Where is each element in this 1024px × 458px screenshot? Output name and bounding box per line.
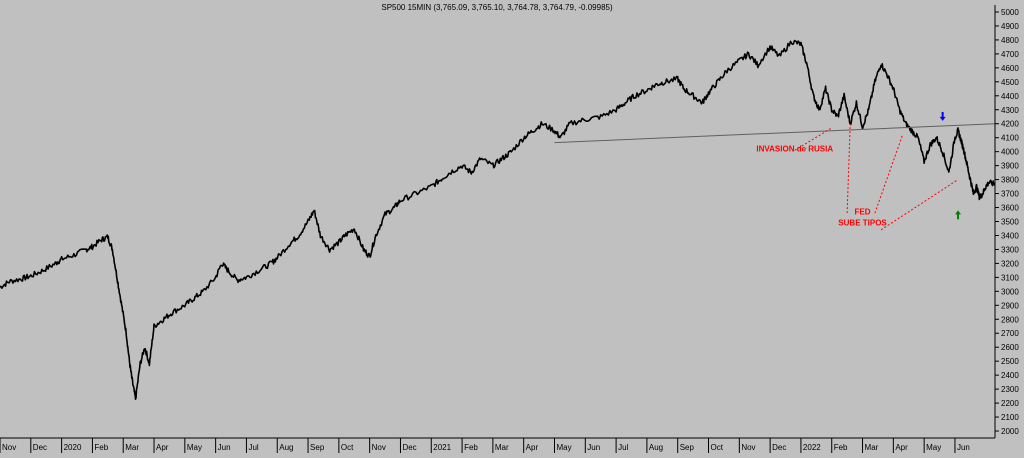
x-tick-label: Feb	[464, 443, 478, 452]
y-tick-label: 2400	[1001, 371, 1019, 380]
y-tick-label: 3700	[1001, 190, 1019, 199]
annotations: INVASION de RUSIA FED SUBE TIPOS	[756, 111, 962, 231]
x-tick-label: Nov	[372, 443, 386, 452]
y-tick-label: 2000	[1001, 427, 1019, 436]
y-tick-label: 4000	[1001, 148, 1019, 157]
x-tick-label: Feb	[94, 443, 108, 452]
x-tick-label: Aug	[649, 443, 663, 452]
y-tick-label: 2900	[1001, 301, 1019, 310]
x-tick-label: Sep	[680, 443, 695, 452]
plot-area	[0, 39, 996, 400]
y-tick-label: 2100	[1001, 413, 1019, 422]
x-tick-label: Dec	[772, 443, 786, 452]
trend-line	[554, 123, 996, 144]
y-tick-label: 3300	[1001, 245, 1019, 254]
x-tick-label: Jul	[248, 443, 258, 452]
y-tick-label: 2800	[1001, 315, 1019, 324]
y-tick-label: 3800	[1001, 176, 1019, 185]
x-tick-label: Jun	[218, 443, 231, 452]
y-tick-label: 3200	[1001, 259, 1019, 268]
y-tick-label: 3100	[1001, 273, 1019, 282]
annotation-connector	[874, 134, 904, 214]
y-tick-label: 4300	[1001, 106, 1019, 115]
x-tick-label: Mar	[125, 443, 139, 452]
annotation-connector	[794, 127, 832, 151]
y-tick-label: 4200	[1001, 120, 1019, 129]
y-tick-label: 4500	[1001, 78, 1019, 87]
x-tick-label: Oct	[341, 443, 354, 452]
x-axis: Nov Dec 2020 Feb Mar Apr May Jun Jul Aug Sep Oct Nov…	[0, 437, 995, 453]
x-tick-label: May	[187, 443, 202, 452]
y-tick-label: 3500	[1001, 218, 1019, 227]
y-tick-label: 4100	[1001, 134, 1019, 143]
x-tick-label: Feb	[834, 443, 848, 452]
x-tick-label: Aug	[279, 443, 293, 452]
x-tick-label: Mar	[865, 443, 879, 452]
x-tick-label: Apr	[526, 443, 539, 452]
x-tick-label: Nov	[741, 443, 755, 452]
annotation-label: INVASION de RUSIA	[756, 145, 833, 154]
green-arrow-up-icon	[955, 210, 962, 220]
x-tick-label: May	[556, 443, 571, 452]
x-tick-label: Apr	[895, 443, 908, 452]
y-tick-label: 2700	[1001, 329, 1019, 338]
x-tick-label: Jun	[957, 443, 970, 452]
x-tick-label: May	[926, 443, 941, 452]
y-tick-label: 2300	[1001, 385, 1019, 394]
y-tick-label: 4900	[1001, 22, 1019, 31]
y-tick-label: 3900	[1001, 162, 1019, 171]
y-tick-label: 4400	[1001, 92, 1019, 101]
x-tick-label: Sep	[310, 443, 325, 452]
y-tick-label: 2500	[1001, 357, 1019, 366]
annotation-label: SUBE TIPOS	[838, 219, 887, 228]
x-tick-label: 2021	[433, 443, 451, 452]
chart-title: SP500 15MIN (3,765.09, 3,765.10, 3,764.7…	[381, 3, 613, 12]
x-tick-label: Nov	[2, 443, 16, 452]
y-tick-label: 2600	[1001, 343, 1019, 352]
x-tick-label: Dec	[402, 443, 416, 452]
y-tick-label: 3600	[1001, 204, 1019, 213]
x-tick-label: Apr	[156, 443, 169, 452]
x-tick-label: 2020	[64, 443, 82, 452]
y-tick-label: 2200	[1001, 399, 1019, 408]
x-tick-label: Jul	[618, 443, 628, 452]
x-tick-label: Jun	[587, 443, 600, 452]
price-series-line	[0, 39, 996, 400]
y-tick-label: 4700	[1001, 50, 1019, 59]
x-tick-label: 2022	[803, 443, 821, 452]
y-tick-label: 3400	[1001, 231, 1019, 240]
x-tick-label: Oct	[711, 443, 724, 452]
annotation-connector	[846, 123, 851, 214]
y-axis: 2000 2100 2200 2300 2400 2500 2600 2700 2800 2900…	[994, 5, 1019, 438]
annotation-connector	[880, 179, 959, 231]
annotation-label: FED	[855, 208, 871, 217]
y-tick-label: 3000	[1001, 287, 1019, 296]
x-tick-label: Mar	[495, 443, 509, 452]
x-tick-label: Dec	[33, 443, 47, 452]
y-tick-label: 5000	[1001, 8, 1019, 17]
y-tick-label: 4800	[1001, 36, 1019, 45]
y-tick-label: 4600	[1001, 64, 1019, 73]
blue-arrow-down-icon	[939, 111, 946, 121]
